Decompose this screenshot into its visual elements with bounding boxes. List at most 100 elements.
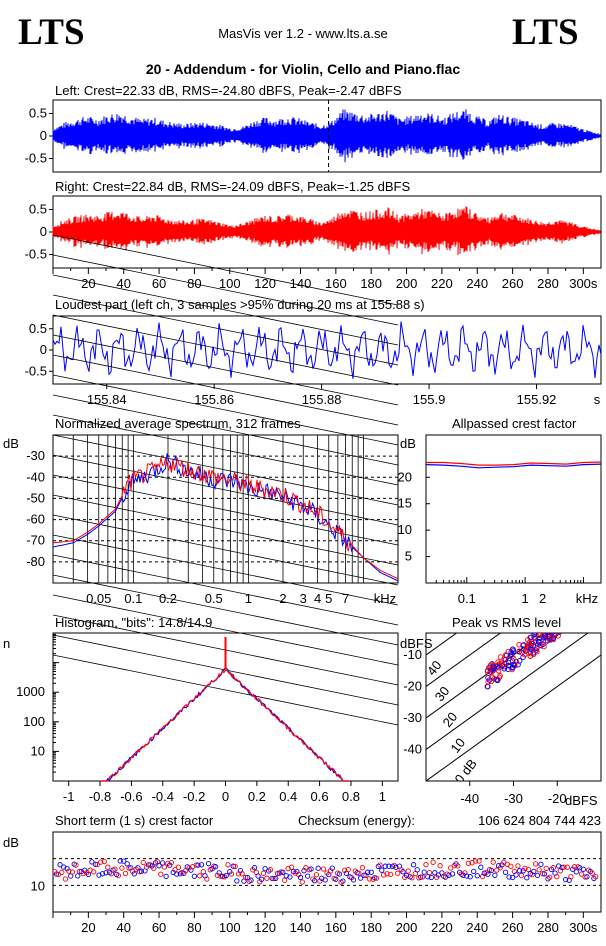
short-term-xtick-label: 120 — [254, 920, 276, 935]
short-term-point — [197, 873, 203, 879]
short-term-point — [205, 860, 212, 867]
peak-rms-point — [537, 638, 543, 645]
left-waveform-ytick-label: 0 — [40, 128, 47, 143]
spectrum-db-unit: dB — [3, 436, 19, 451]
short-term-point — [472, 858, 479, 864]
short-term-point — [437, 863, 443, 869]
right-waveform-xtick-label: 100 — [219, 276, 241, 291]
short-term-point — [255, 873, 261, 879]
loudest-part-xtick-label: 155.9 — [413, 392, 446, 407]
spectrum-xtick-label: 2 — [279, 591, 286, 606]
spectrum-frame — [52, 434, 399, 584]
loudest-part-ytick-label: -0.5 — [25, 363, 47, 378]
crest-factor-series-left — [425, 463, 602, 469]
short-term-point — [515, 863, 521, 869]
histogram-xtick-label: -0.8 — [89, 789, 111, 804]
short-term-xtick-label: 300s — [569, 920, 598, 935]
spectrum-ytick-label: -50 — [26, 490, 45, 505]
short-term-db-unit: dB — [3, 835, 19, 850]
short-term-point — [304, 873, 311, 879]
right-waveform-trace — [52, 206, 601, 256]
short-term-point — [373, 875, 380, 881]
short-term-point — [287, 874, 293, 880]
peak-rms-point — [532, 633, 538, 636]
peak-rms-point — [495, 668, 502, 674]
short-term-point — [251, 865, 258, 871]
short-term-point — [174, 871, 180, 877]
crest-factor-xtick-label: 1 — [521, 591, 528, 606]
peak-rms-point — [484, 668, 491, 675]
peak-rms-xtick-label: -30 — [504, 791, 523, 806]
loudest-part-xtick-label: 155.86 — [194, 392, 234, 407]
short-term-point — [315, 865, 321, 871]
short-term-point — [534, 872, 541, 879]
crest-factor-ytick-label: 20 — [398, 469, 412, 484]
peak-rms-x-unit: dBFS — [565, 793, 598, 808]
logo-left: LTS — [18, 12, 85, 53]
spectrum-slope-line — [52, 454, 399, 526]
checksum-value: 106 624 804 744 423 — [478, 813, 601, 828]
crest-factor-xtick-label: 0.1 — [458, 591, 476, 606]
loudest-part-trace — [52, 321, 602, 379]
spectrum-slope-line — [52, 354, 399, 426]
short-term-point — [248, 877, 254, 883]
right-waveform-xtick-label: 280 — [537, 276, 559, 291]
short-term-point — [451, 862, 457, 869]
histogram-xtick-label: 0 — [222, 789, 229, 804]
short-term-point — [156, 863, 162, 869]
peak-rms-point — [509, 658, 516, 664]
version-text: MasVis ver 1.2 - www.lts.a.se — [218, 26, 388, 41]
short-term-point — [340, 878, 346, 884]
short-term-point — [264, 875, 270, 881]
loudest-part-ytick-label: 0 — [40, 342, 47, 357]
short-term-point — [66, 868, 72, 874]
right-waveform-xtick-label: 200 — [396, 276, 418, 291]
short-term-point — [92, 861, 99, 867]
peak-rms-title: Peak vs RMS level — [452, 615, 561, 630]
short-term-point — [465, 860, 472, 866]
peak-rms-point — [526, 639, 533, 646]
spectrum-grid — [52, 234, 399, 726]
short-term-point — [158, 871, 164, 877]
short-term-point — [361, 872, 367, 878]
peak-rms-point — [509, 665, 515, 671]
peak-rms-point — [501, 666, 508, 672]
crest-factor-title: Allpassed crest factor — [452, 416, 577, 431]
short-term-point — [426, 869, 433, 876]
short-term-point — [234, 878, 240, 884]
spectrum-ytick-label: -60 — [26, 512, 45, 527]
crest-factor-series-right — [426, 461, 602, 466]
crest-factor-frame — [425, 434, 602, 584]
short-term-point — [122, 870, 129, 877]
spectrum-slope-line — [52, 594, 399, 666]
peak-rms-point — [544, 637, 551, 644]
spectrum-slope-line — [52, 534, 399, 606]
short-term-point — [154, 858, 160, 865]
spectrum-slope-line — [52, 494, 399, 566]
spectrum-slope-line — [52, 514, 399, 586]
right-waveform-xtick-label: 40 — [116, 276, 130, 291]
peak-rms-point — [485, 678, 491, 685]
short-term-point — [356, 870, 362, 876]
short-term-point — [522, 865, 528, 872]
logo-right: LTS — [512, 12, 579, 53]
short-term-point — [382, 863, 388, 869]
short-term-xtick-label: 280 — [537, 920, 559, 935]
peak-rms-crest-label: 0 dB — [452, 756, 480, 786]
short-term-xtick-label: 200 — [396, 920, 418, 935]
short-term-point — [400, 869, 406, 875]
short-term-point — [513, 872, 519, 878]
short-term-point — [168, 859, 175, 866]
short-term-point — [333, 876, 339, 882]
plot-layer: 0.50-0.50.50-0.5204060801001201401601802… — [16, 99, 602, 935]
short-term-point — [582, 874, 588, 880]
peak-rms-point — [551, 633, 557, 638]
peak-rms-ytick-label: -30 — [403, 710, 422, 725]
short-term-point — [578, 871, 585, 877]
spectrum-xtick-label: 3 — [300, 591, 307, 606]
short-term-point — [421, 869, 427, 875]
short-term-point — [96, 872, 102, 878]
left-waveform-ytick-label: -0.5 — [25, 151, 47, 166]
short-term-point — [568, 874, 574, 880]
